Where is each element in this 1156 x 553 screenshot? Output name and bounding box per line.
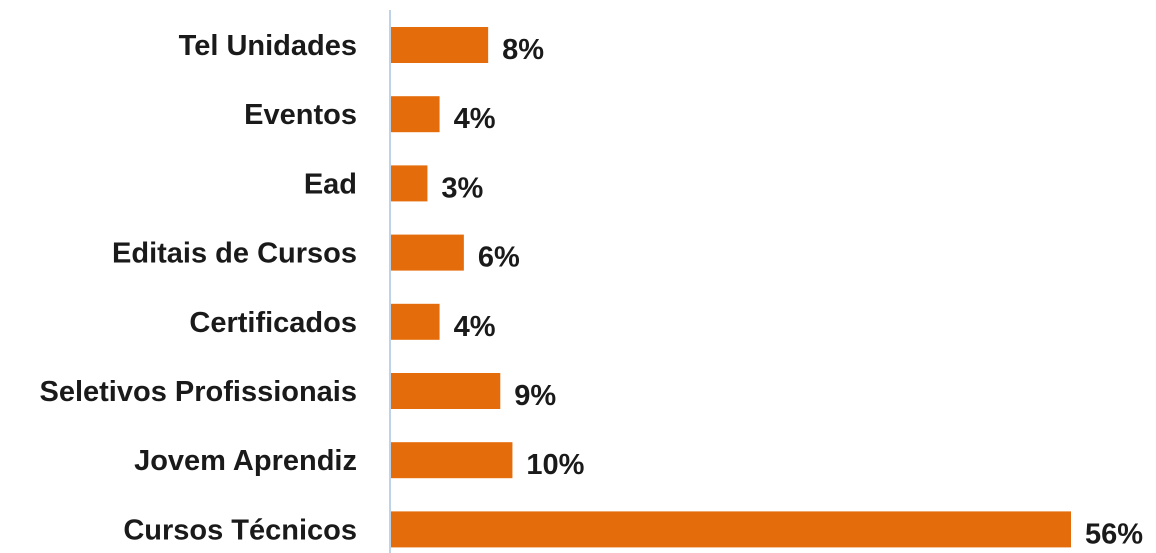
- bar: [391, 304, 440, 340]
- category-tick-label: Certificados: [189, 307, 357, 339]
- category-tick-label: Seletivos Profissionais: [39, 376, 357, 408]
- data-label: 4%: [454, 311, 496, 343]
- data-label: 6%: [478, 242, 520, 274]
- bar: [391, 373, 500, 409]
- bar: [391, 96, 440, 132]
- bar: [391, 511, 1071, 547]
- data-label: 10%: [526, 449, 584, 481]
- category-tick-label: Cursos Técnicos: [123, 514, 357, 546]
- category-tick-label: Jovem Aprendiz: [134, 445, 357, 477]
- data-label: 8%: [502, 34, 544, 66]
- data-label: 9%: [514, 380, 556, 412]
- data-label: 3%: [441, 172, 483, 204]
- category-tick-label: Eventos: [244, 99, 357, 131]
- bar: [391, 27, 488, 63]
- bar: [391, 235, 464, 271]
- category-tick-label: Tel Unidades: [179, 30, 357, 62]
- data-label: 4%: [454, 103, 496, 135]
- data-label: 56%: [1085, 518, 1143, 550]
- labels-group: Tel Unidades 8% Eventos 4% Ead 3% Editais de C…: [39, 30, 1143, 550]
- category-tick-label: Ead: [304, 168, 357, 200]
- bar: [391, 442, 512, 478]
- bar: [391, 165, 427, 201]
- category-tick-label: Editais de Cursos: [112, 238, 357, 270]
